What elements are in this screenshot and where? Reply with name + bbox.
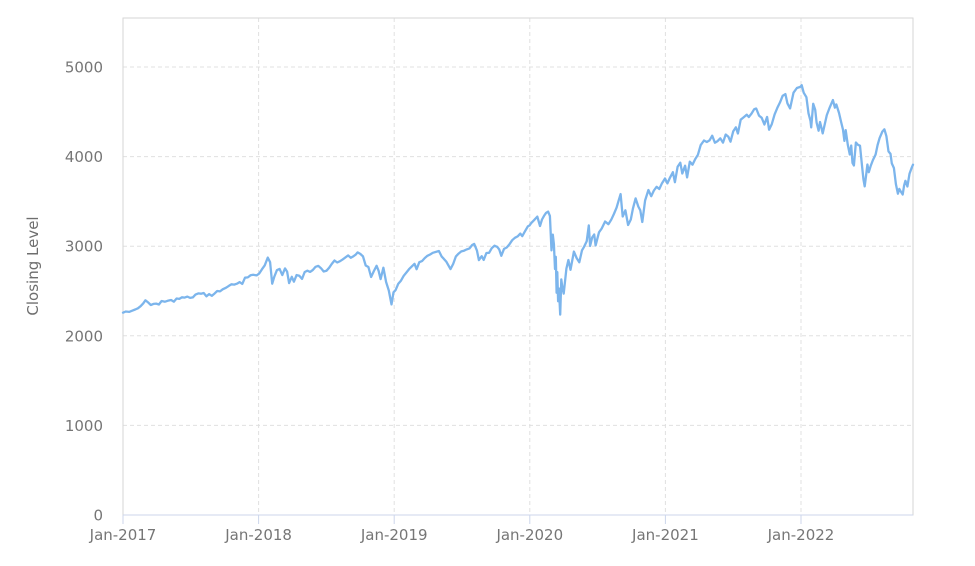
y-axis-tick-label: 0 [93, 507, 103, 525]
x-axis-tick-label: Jan-2019 [360, 526, 428, 544]
x-axis-tick-label: Jan-2018 [224, 526, 292, 544]
series-layer [121, 84, 915, 316]
x-axis-tick-label: Jan-2022 [767, 526, 835, 544]
gridlines-layer [123, 18, 913, 515]
axis-labels-layer: 0 1000 2000 3000 4000 5000 Jan-2017 Jan-2018 Jan… [65, 59, 835, 544]
y-axis-tick-label: 2000 [65, 327, 103, 345]
x-axis-tick-label: Jan-2017 [89, 526, 157, 544]
y-axis-tick-label: 5000 [65, 59, 103, 77]
y-axis-tick-label: 4000 [65, 148, 103, 166]
closing-level-series-line[interactable] [121, 84, 915, 316]
x-axis-tick-label: Jan-2020 [495, 526, 563, 544]
plot-frame-layer [122, 17, 914, 524]
y-axis-tick-label: 1000 [65, 417, 103, 435]
y-axis-title: Closing Level [24, 216, 42, 315]
y-axis-tick-label: 3000 [65, 238, 103, 256]
x-axis-tick-label: Jan-2021 [631, 526, 699, 544]
